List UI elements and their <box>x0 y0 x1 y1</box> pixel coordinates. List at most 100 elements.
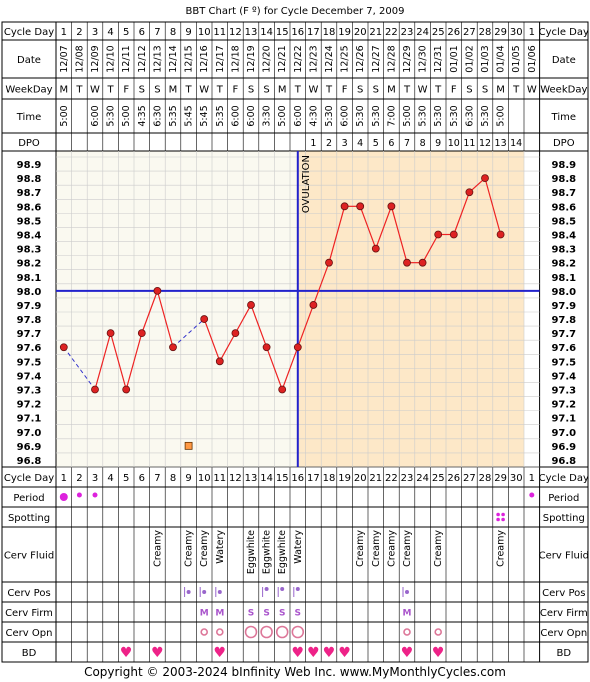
cerv-opn-circle <box>200 628 208 636</box>
weekday-cell: T <box>107 85 115 96</box>
weekday-cell: S <box>248 85 254 96</box>
cycle-day-label: Cycle Day <box>4 27 54 38</box>
y-tick-label: 97.1 <box>17 414 42 425</box>
date-cell: 12/14 <box>168 45 179 72</box>
time-cell: 5:45 <box>184 105 195 126</box>
date-cell: 12/21 <box>277 45 288 72</box>
cycle-day-cell: 10 <box>198 27 211 38</box>
cerv-fluid-cell: Eggwhite <box>262 530 273 574</box>
cycle-day-cell: 18 <box>323 473 336 484</box>
weekday-cell: T <box>75 85 83 96</box>
cerv-firm-cell: M <box>403 609 412 619</box>
cerv-pos-label-right: Cerv Pos <box>542 588 585 599</box>
bd-heart-icon: ♥ <box>307 645 320 661</box>
time-cell: 6:00 <box>340 105 351 126</box>
spotting-label: Spotting <box>8 513 50 524</box>
temp-point <box>481 174 489 183</box>
temp-line-segment <box>234 304 252 334</box>
cycle-day-cell: 17 <box>307 27 320 38</box>
bd-heart-icon: ♥ <box>401 645 414 661</box>
y-tick-label-right: 98.8 <box>551 174 576 185</box>
temp-line-segment <box>297 304 314 348</box>
y-tick-label: 98.0 <box>17 287 42 298</box>
cycle-day-cell: 1 <box>529 473 535 484</box>
y-tick-label-right: 97.7 <box>551 329 576 340</box>
dpo-label: DPO <box>18 138 40 149</box>
bd-heart-icon: ♥ <box>214 645 227 661</box>
cycle-day-cell: 12 <box>229 27 242 38</box>
dpo-label-right: DPO <box>553 138 575 149</box>
temp-point <box>293 343 302 352</box>
cerv-firm-label-right: Cerv Firm <box>540 608 588 619</box>
y-tick-label: 96.9 <box>17 442 42 453</box>
date-cell: 12/30 <box>418 45 429 72</box>
temp-line-segment <box>390 206 408 263</box>
temp-line-segment <box>312 262 330 306</box>
chart-title: BBT Chart (F º) for Cycle December 7, 20… <box>186 6 405 17</box>
temp-line-segment <box>375 206 392 249</box>
dpo-cell: 5 <box>373 138 379 149</box>
y-tick-label-right: 98.2 <box>551 259 576 270</box>
cerv-fluid-cell: Creamy <box>402 530 413 567</box>
date-cell: 12/28 <box>386 45 397 72</box>
date-cell: 01/03 <box>480 45 491 72</box>
dpo-cell: 4 <box>357 138 363 149</box>
bd-heart-icon: ♥ <box>292 645 305 661</box>
dpo-cell: 6 <box>388 138 394 149</box>
weekday-cell: S <box>466 85 472 96</box>
dpo-cell: 1 <box>310 138 316 149</box>
time-label: Time <box>16 112 41 123</box>
cerv-pos-dot <box>186 590 191 594</box>
cerv-fluid-cell: Creamy <box>371 530 382 567</box>
cerv-pos-dot <box>295 587 300 591</box>
y-tick-label: 97.2 <box>17 400 42 411</box>
dpo-cell: 9 <box>435 138 441 149</box>
temp-point <box>340 202 349 211</box>
weekday-cell: M <box>496 85 505 96</box>
date-cell: 12/25 <box>340 45 351 72</box>
time-cell: 6:00 <box>90 105 101 126</box>
y-tick-label-right: 98.9 <box>551 160 576 171</box>
time-cell: 5:00 <box>402 105 413 126</box>
cycle-day-cell: 22 <box>385 473 398 484</box>
y-tick-label: 97.0 <box>17 428 42 439</box>
date-cell: 12/07 <box>59 45 70 72</box>
temp-line-segment <box>281 347 299 390</box>
temp-line-segment <box>125 332 143 390</box>
cycle-day-cell: 1 <box>61 473 67 484</box>
weekday-cell: W <box>418 85 428 96</box>
cycle-day-cell: 22 <box>385 27 398 38</box>
weekday-cell: W <box>199 85 209 96</box>
date-cell: 01/04 <box>496 45 507 72</box>
y-tick-label-right: 98.6 <box>551 202 576 213</box>
weekday-cell: S <box>373 85 379 96</box>
time-cell: 6:30 <box>464 105 475 126</box>
y-tick-label: 97.8 <box>17 315 42 326</box>
cerv-opn-circle <box>275 625 289 639</box>
cycle-day-cell: 28 <box>479 473 492 484</box>
period-label: Period <box>13 493 44 504</box>
dpo-cell: 12 <box>479 138 491 149</box>
cycle-day-label-right: Cycle Day <box>539 27 589 38</box>
spotting-dot <box>496 517 500 522</box>
dpo-cell: 7 <box>404 138 410 149</box>
temp-line-segment <box>203 318 221 362</box>
date-label: Date <box>17 55 41 66</box>
cycle-day-cell: 26 <box>447 27 460 38</box>
cerv-firm-cell: M <box>200 609 209 619</box>
cerv-fluid-cell: Creamy <box>199 530 210 567</box>
follicular-phase-bg <box>56 151 298 467</box>
y-tick-label: 98.9 <box>17 160 42 171</box>
weekday-cell: T <box>294 85 302 96</box>
cycle-day-cell: 21 <box>369 473 382 484</box>
period-dot-large <box>59 493 68 501</box>
weekday-cell: T <box>185 85 193 96</box>
temp-point <box>262 343 271 352</box>
cerv-pos-dot <box>202 590 207 594</box>
date-cell: 12/23 <box>308 45 319 72</box>
dpo-cell: 13 <box>495 138 507 149</box>
bd-heart-icon: ♥ <box>338 645 351 661</box>
weekday-cell: T <box>325 85 333 96</box>
cerv-firm-cell: S <box>263 609 269 619</box>
date-cell: 01/05 <box>511 45 522 72</box>
